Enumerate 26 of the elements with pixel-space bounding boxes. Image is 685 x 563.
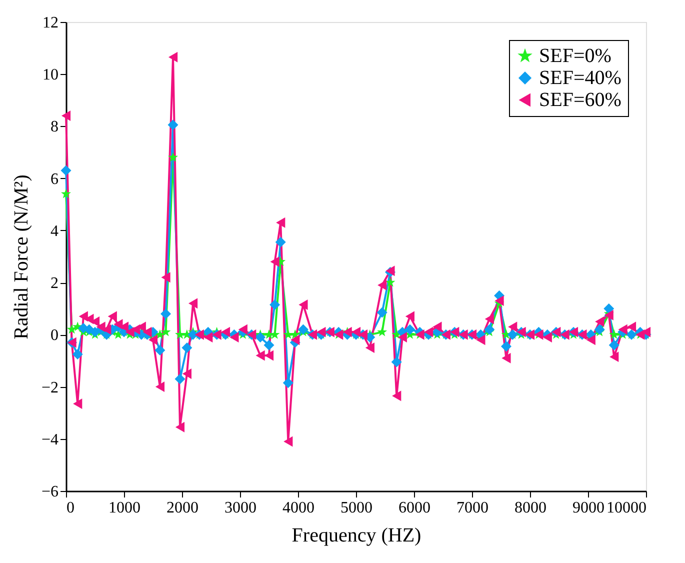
x-tick-label: 7000 (456, 500, 488, 516)
x-tick-label: 3000 (224, 500, 256, 516)
y-tick-label: 8 (50, 118, 58, 136)
legend-label: SEF=40% (539, 67, 622, 89)
y-axis-title: Radial Force (N/M²) (10, 174, 32, 340)
y-tick-label: 12 (42, 14, 58, 32)
x-tick-label: 10000 (606, 500, 646, 516)
y-tick-label: 0 (50, 327, 58, 344)
y-tick-label: 2 (50, 275, 58, 292)
x-tick-label: 1000 (108, 500, 140, 516)
x-tick-label: 9000 (572, 500, 604, 516)
legend-label: SEF=0% (539, 45, 612, 67)
y-tick-label: −4 (41, 431, 58, 448)
y-tick-label: 6 (50, 170, 58, 188)
x-axis-title: Frequency (HZ) (292, 524, 422, 546)
y-tick-label: 4 (50, 222, 58, 240)
legend-label: SEF=60% (539, 89, 622, 111)
y-tick-label: 10 (42, 66, 58, 84)
x-tick-label: 4000 (282, 500, 314, 516)
y-tick-label: −2 (41, 379, 58, 396)
x-tick-label: 0 (66, 500, 74, 516)
y-tick-label: −6 (41, 484, 58, 500)
x-tick-label: 8000 (514, 500, 546, 516)
x-tick-label: 5000 (340, 500, 372, 516)
x-tick-label: 6000 (398, 500, 430, 516)
x-tick-label: 2000 (166, 500, 198, 516)
